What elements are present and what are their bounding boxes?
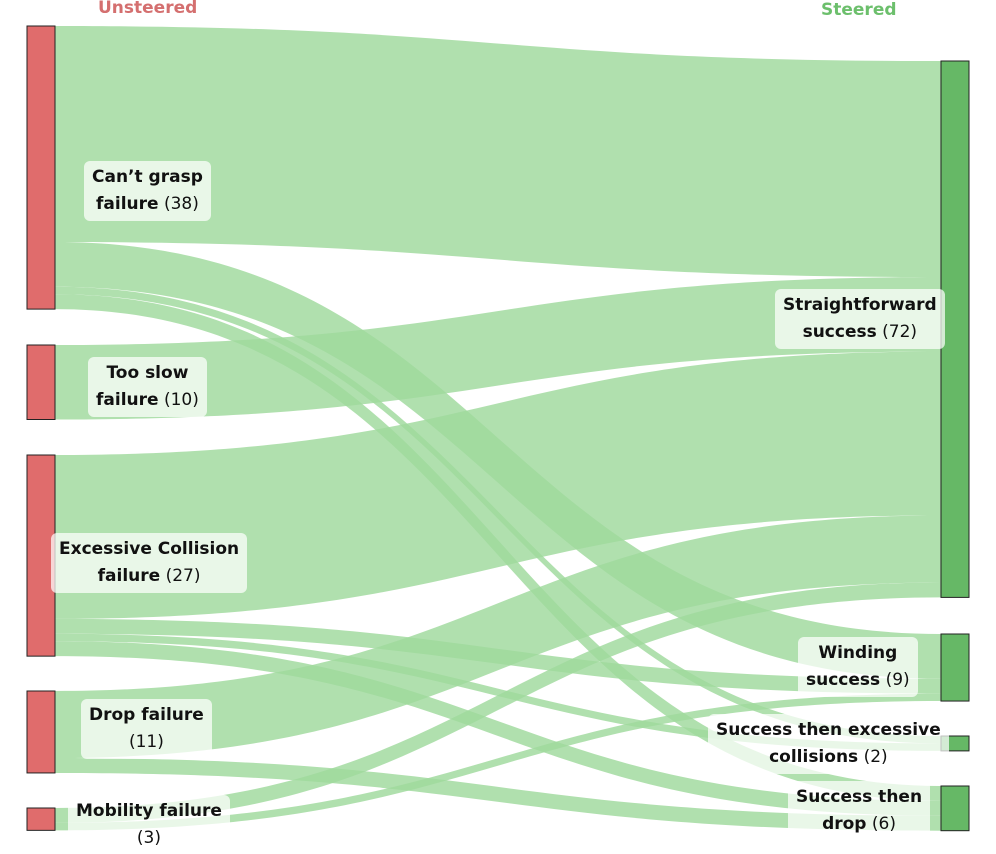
label-winding-success: Winding success (9) — [798, 637, 918, 697]
label-success-then-drop: Success then drop (6) — [788, 781, 931, 841]
flow-too_slow-to-straightforward — [55, 277, 941, 420]
label-success-then-collisions: Success then excessive collisions (2) — [708, 714, 949, 774]
flow-layer — [55, 26, 941, 831]
label-straightforward-success: Straightforward success (72) — [775, 289, 945, 349]
flow-drop-to-straightforward — [55, 515, 941, 759]
flow-mobility-to-straightforward — [55, 582, 941, 823]
node-left-drop — [26, 690, 56, 774]
node-left-mobility — [26, 807, 56, 831]
label-drop-failure: Drop failure (11) — [81, 699, 212, 759]
node-left-collision — [26, 454, 56, 657]
node-left-cant_grasp — [26, 25, 56, 310]
node-right-straightforward — [940, 60, 970, 598]
label-cant-grasp: Can’t grasp failure (38) — [84, 161, 211, 221]
node-left-too_slow — [26, 344, 56, 420]
unsteered-header: Unsteered — [98, 0, 198, 18]
node-right-winding — [940, 633, 970, 702]
flow-collision-to-straightforward — [55, 351, 941, 619]
flow-cant_grasp-to-straightforward — [55, 26, 941, 278]
flow-drop-to-succ_drop — [55, 758, 941, 831]
steered-header: Steered — [821, 0, 897, 20]
label-mobility-failure: Mobility failure (3) — [68, 795, 230, 852]
node-right-succ_drop — [940, 785, 970, 832]
label-too-slow: Too slow failure (10) — [88, 357, 207, 417]
flow-mobility-to-winding — [55, 693, 941, 831]
flow-collision-to-succ_collision — [55, 633, 941, 751]
node-layer — [26, 25, 970, 832]
label-excessive-collision: Excessive Collision failure (27) — [51, 533, 248, 593]
flow-collision-to-succ_drop — [55, 641, 941, 816]
